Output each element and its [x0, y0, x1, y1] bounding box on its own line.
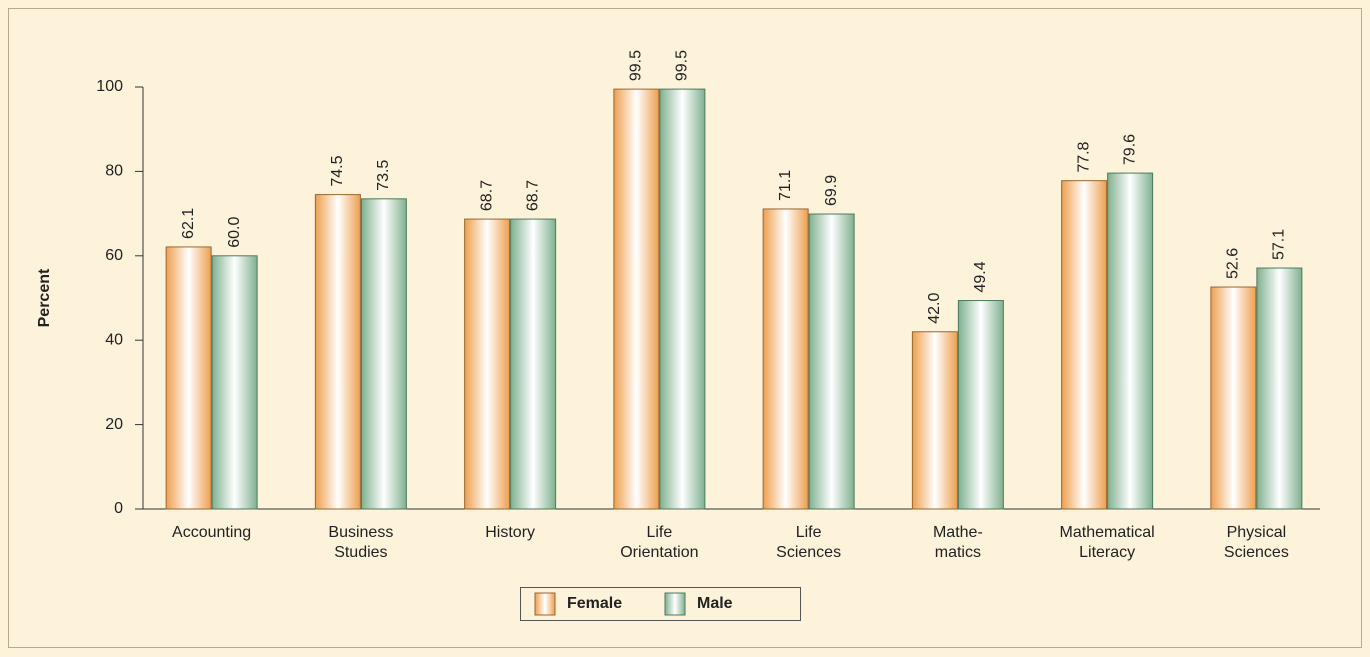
value-label: 99.5 [628, 50, 645, 81]
value-label: 74.5 [329, 155, 346, 186]
x-tick-label-line: Studies [334, 544, 387, 561]
x-tick-label-line: Sciences [1224, 544, 1289, 561]
x-tick-label-line: Business [328, 524, 393, 541]
bar [808, 213, 855, 510]
bar [510, 218, 557, 510]
y-tick-label: 60 [105, 247, 123, 264]
value-label: 71.1 [777, 170, 794, 201]
bar [464, 218, 511, 510]
bar [1256, 267, 1303, 510]
bar [165, 246, 212, 510]
value-label: 49.4 [972, 261, 989, 292]
x-tick-label: Life Sciences [776, 524, 841, 561]
x-tick-label-line: History [485, 524, 535, 541]
x-tick-label-line: Life [646, 524, 672, 541]
value-label: 77.8 [1075, 141, 1092, 172]
x-tick-label-line: Life [796, 524, 822, 541]
value-label: 69.9 [823, 175, 840, 206]
value-label: 68.7 [478, 180, 495, 211]
bar [613, 88, 660, 510]
x-tick-label: History [485, 524, 535, 541]
bar [314, 194, 361, 510]
x-tick-label: Life Orientation [620, 524, 698, 561]
x-tick-label-line: Sciences [776, 544, 841, 561]
bar [659, 88, 706, 510]
bar [911, 331, 958, 510]
legend-label: Female [567, 595, 622, 612]
x-tick-label-line: Physical [1227, 524, 1287, 541]
x-tick-label-line: Literacy [1079, 544, 1135, 561]
x-tick-label-line: Orientation [620, 544, 698, 561]
value-label: 79.6 [1121, 134, 1138, 165]
x-tick-label-line: Mathematical [1060, 524, 1155, 541]
y-axis-label: Percent [36, 268, 53, 327]
value-label: 52.6 [1225, 248, 1242, 279]
bar [360, 198, 407, 510]
y-tick-label: 80 [105, 163, 123, 180]
value-label: 57.1 [1271, 229, 1288, 260]
x-tick-label: Accounting [172, 524, 251, 541]
legend-label: Male [697, 595, 733, 612]
x-tick-label: Mathematical Literacy [1060, 524, 1155, 561]
x-tick-label: Business Studies [328, 524, 393, 561]
y-tick-label: 40 [105, 331, 123, 348]
y-tick-label: 20 [105, 416, 123, 433]
bar [211, 255, 258, 510]
x-tick-label-line: Accounting [172, 524, 251, 541]
y-tick-label: 0 [114, 500, 123, 517]
value-label: 60.0 [226, 217, 243, 248]
value-label: 42.0 [926, 293, 943, 324]
bar [957, 300, 1004, 510]
x-tick-label: Physical Sciences [1224, 524, 1289, 561]
bar [1061, 180, 1108, 510]
value-label: 62.1 [180, 208, 197, 239]
x-tick-label-line: Mathe- [933, 524, 983, 541]
legend-swatch [664, 592, 686, 616]
legend-box [520, 587, 801, 621]
value-label: 99.5 [674, 50, 691, 81]
value-label: 73.5 [375, 160, 392, 191]
value-label: 68.7 [524, 180, 541, 211]
y-tick-label: 100 [96, 78, 123, 95]
x-tick-label-line: matics [935, 544, 981, 561]
legend-swatch [534, 592, 556, 616]
bar [762, 208, 809, 510]
x-tick-label: Mathe-matics [933, 524, 983, 561]
bar [1107, 172, 1154, 510]
bar [1210, 286, 1257, 510]
